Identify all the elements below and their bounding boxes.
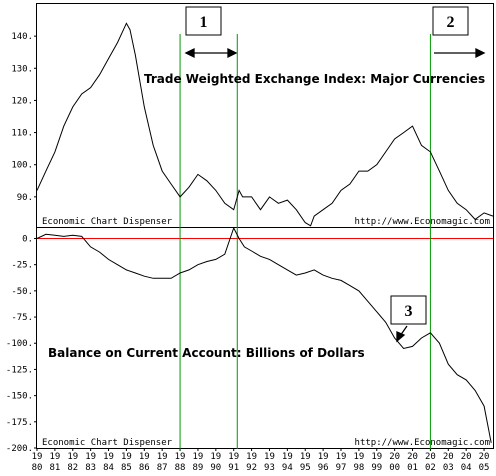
x-tick-year: 84 bbox=[103, 463, 114, 473]
x-tick-year: 05 bbox=[479, 463, 490, 473]
annotation-label-2: 2 bbox=[447, 14, 455, 31]
x-tick-century: 20 bbox=[443, 452, 454, 462]
y-tick-label: -175. bbox=[6, 418, 33, 428]
x-tick-century: 20 bbox=[461, 452, 472, 462]
x-tick-year: 01 bbox=[407, 463, 418, 473]
x-tick-century: 19 bbox=[300, 452, 311, 462]
annotation-label-1: 1 bbox=[200, 14, 208, 31]
y-tick-label: 120. bbox=[11, 96, 33, 106]
bottom-chart-title: Balance on Current Account: Billions of … bbox=[48, 346, 365, 360]
y-tick-label: 110. bbox=[11, 129, 33, 139]
x-tick-year: 97 bbox=[336, 463, 347, 473]
y-tick-label: -75. bbox=[11, 313, 33, 323]
y-tick-label: -25. bbox=[11, 261, 33, 271]
x-tick-year: 94 bbox=[282, 463, 293, 473]
x-tick-year: 80 bbox=[32, 463, 43, 473]
top-credit-left: Economic Chart Dispenser bbox=[42, 217, 173, 227]
top-credit-right: http://www.Economagic.com bbox=[355, 217, 490, 227]
x-tick-century: 19 bbox=[103, 452, 114, 462]
y-tick-label: -100. bbox=[6, 339, 33, 349]
x-tick-century: 19 bbox=[85, 452, 96, 462]
double-arrow-icon bbox=[184, 47, 238, 59]
pointer-arrow-icon bbox=[396, 325, 408, 343]
x-tick-century: 20 bbox=[479, 452, 490, 462]
marker-lines bbox=[179, 34, 431, 449]
annotation-box-1 bbox=[185, 6, 222, 36]
y-tick-label: -200. bbox=[6, 444, 33, 454]
bottom-panel-frame bbox=[36, 227, 494, 449]
bottom-y-tick-labels: 0. -25. -50. -75. -100. -125. -150. -175. -200. bbox=[6, 234, 37, 454]
x-tick-century: 19 bbox=[193, 452, 204, 462]
x-tick-century: 19 bbox=[32, 452, 43, 462]
x-tick-year: 89 bbox=[193, 463, 204, 473]
x-tick-year: 02 bbox=[425, 463, 436, 473]
x-tick-year: 98 bbox=[353, 463, 364, 473]
x-axis-year-labels: 1980198119821983198419851986198719881989… bbox=[32, 449, 490, 473]
x-tick-year: 92 bbox=[246, 463, 257, 473]
bottom-credit-left: Economic Chart Dispenser bbox=[42, 438, 173, 448]
y-tick-label: -125. bbox=[6, 365, 33, 375]
x-tick-century: 20 bbox=[407, 452, 418, 462]
current-account-series bbox=[36, 226, 492, 443]
x-tick-century: 19 bbox=[353, 452, 364, 462]
x-tick-century: 19 bbox=[264, 452, 275, 462]
x-tick-year: 96 bbox=[318, 463, 329, 473]
annotation-box-2 bbox=[432, 6, 469, 36]
x-tick-century: 19 bbox=[210, 452, 221, 462]
x-tick-century: 20 bbox=[425, 452, 436, 462]
bottom-credit-right: http://www.Economagic.com bbox=[355, 438, 490, 448]
x-tick-century: 19 bbox=[371, 452, 382, 462]
x-tick-century: 19 bbox=[336, 452, 347, 462]
x-tick-year: 88 bbox=[175, 463, 186, 473]
x-tick-century: 19 bbox=[157, 452, 168, 462]
x-tick-year: 00 bbox=[389, 463, 400, 473]
x-tick-year: 04 bbox=[461, 463, 472, 473]
x-tick-century: 19 bbox=[67, 452, 78, 462]
x-tick-year: 82 bbox=[67, 463, 78, 473]
x-tick-century: 20 bbox=[389, 452, 400, 462]
exchange-index-series bbox=[36, 22, 494, 227]
y-tick-label: 0. bbox=[22, 234, 33, 244]
annotation-box-3 bbox=[390, 295, 427, 325]
top-panel-frame bbox=[36, 3, 494, 228]
y-tick-label: 100. bbox=[11, 161, 33, 171]
x-tick-century: 19 bbox=[228, 452, 239, 462]
x-tick-year: 86 bbox=[139, 463, 150, 473]
y-tick-label: -150. bbox=[6, 392, 33, 402]
x-tick-year: 90 bbox=[210, 463, 221, 473]
top-y-tick-labels: 90. 100. 110. 120. 130. 140. bbox=[11, 32, 37, 203]
x-tick-century: 19 bbox=[139, 452, 150, 462]
y-tick-label: 130. bbox=[11, 64, 33, 74]
y-tick-label: -50. bbox=[11, 287, 33, 297]
x-tick-century: 19 bbox=[318, 452, 329, 462]
x-tick-century: 19 bbox=[49, 452, 60, 462]
y-tick-label: 140. bbox=[11, 32, 33, 42]
x-tick-century: 19 bbox=[175, 452, 186, 462]
x-tick-year: 95 bbox=[300, 463, 311, 473]
x-tick-century: 19 bbox=[121, 452, 132, 462]
x-tick-century: 19 bbox=[282, 452, 293, 462]
x-tick-year: 99 bbox=[371, 463, 382, 473]
y-tick-label: 90. bbox=[17, 193, 33, 203]
x-tick-year: 87 bbox=[157, 463, 168, 473]
x-tick-year: 91 bbox=[228, 463, 239, 473]
x-tick-year: 81 bbox=[49, 463, 60, 473]
x-tick-year: 03 bbox=[443, 463, 454, 473]
top-chart-title: Trade Weighted Exchange Index: Major Cur… bbox=[144, 72, 485, 86]
annotation-label-3: 3 bbox=[405, 303, 413, 320]
x-tick-century: 19 bbox=[246, 452, 257, 462]
right-arrow-icon bbox=[434, 47, 486, 59]
x-tick-year: 93 bbox=[264, 463, 275, 473]
x-tick-year: 83 bbox=[85, 463, 96, 473]
x-tick-year: 85 bbox=[121, 463, 132, 473]
